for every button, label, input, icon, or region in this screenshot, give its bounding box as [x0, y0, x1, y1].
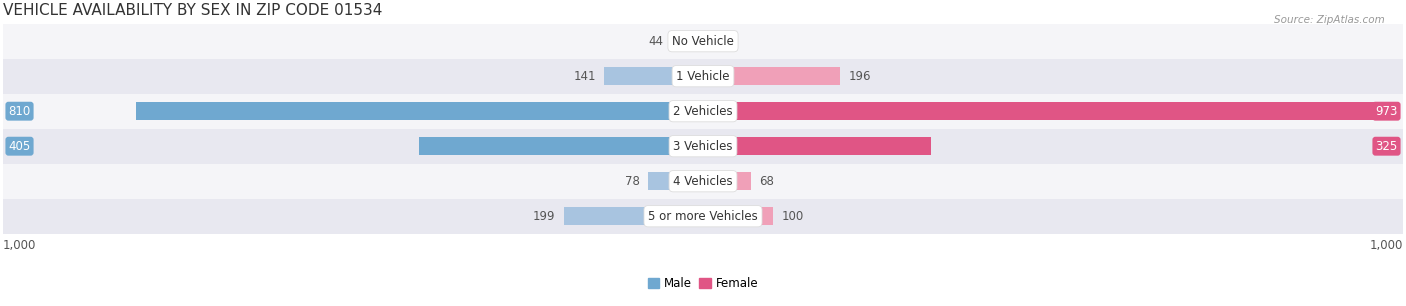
Text: 973: 973	[1375, 105, 1398, 118]
Text: 78: 78	[626, 175, 640, 188]
Text: 0: 0	[711, 35, 718, 48]
Text: 1,000: 1,000	[1369, 239, 1403, 252]
Bar	[703, 102, 1385, 120]
Text: 2 Vehicles: 2 Vehicles	[673, 105, 733, 118]
Text: 44: 44	[648, 35, 664, 48]
Text: 325: 325	[1375, 140, 1398, 153]
Bar	[703, 67, 841, 85]
Text: No Vehicle: No Vehicle	[672, 35, 734, 48]
Text: 810: 810	[8, 105, 31, 118]
Text: 100: 100	[782, 210, 804, 223]
Text: VEHICLE AVAILABILITY BY SEX IN ZIP CODE 01534: VEHICLE AVAILABILITY BY SEX IN ZIP CODE …	[3, 3, 382, 18]
Text: 405: 405	[8, 140, 31, 153]
Legend: Male, Female: Male, Female	[643, 273, 763, 295]
Bar	[3, 24, 1403, 59]
Text: 196: 196	[849, 70, 872, 83]
Bar	[3, 199, 1403, 234]
Bar	[564, 207, 703, 225]
Text: 141: 141	[574, 70, 596, 83]
Text: 199: 199	[533, 210, 555, 223]
Text: 4 Vehicles: 4 Vehicles	[673, 175, 733, 188]
Bar	[703, 207, 773, 225]
Bar	[648, 172, 703, 190]
Bar	[136, 102, 703, 120]
Text: 3 Vehicles: 3 Vehicles	[673, 140, 733, 153]
Bar	[3, 129, 1403, 164]
Bar	[703, 137, 931, 155]
Text: 1,000: 1,000	[3, 239, 37, 252]
Bar	[3, 59, 1403, 94]
Text: Source: ZipAtlas.com: Source: ZipAtlas.com	[1274, 15, 1385, 25]
Bar	[703, 172, 751, 190]
Bar	[3, 94, 1403, 129]
Text: 5 or more Vehicles: 5 or more Vehicles	[648, 210, 758, 223]
Text: 68: 68	[759, 175, 773, 188]
Bar	[3, 164, 1403, 199]
Bar	[672, 32, 703, 50]
Bar	[605, 67, 703, 85]
Text: 1 Vehicle: 1 Vehicle	[676, 70, 730, 83]
Bar	[419, 137, 703, 155]
